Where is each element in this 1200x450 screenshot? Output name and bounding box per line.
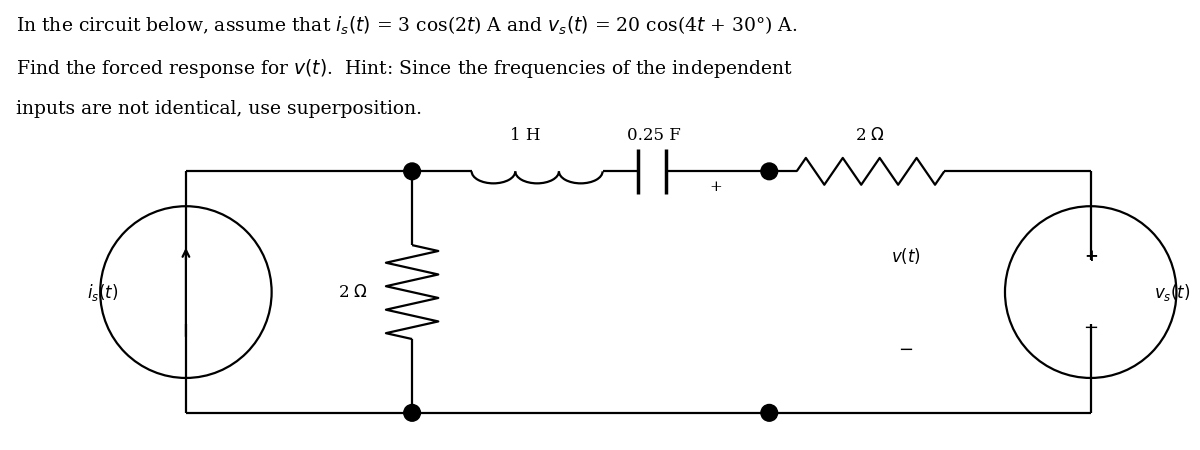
Text: −: − xyxy=(1084,319,1098,337)
Text: inputs are not identical, use superposition.: inputs are not identical, use superposit… xyxy=(16,100,421,118)
Text: $v_s(t)$: $v_s(t)$ xyxy=(1153,282,1190,302)
Text: 2 $\Omega$: 2 $\Omega$ xyxy=(337,284,367,301)
Text: −: − xyxy=(899,341,913,359)
Text: +: + xyxy=(709,180,722,194)
Text: 1 H: 1 H xyxy=(510,127,540,144)
Text: $v(t)$: $v(t)$ xyxy=(892,246,922,266)
Ellipse shape xyxy=(761,163,778,180)
Text: 0.25 F: 0.25 F xyxy=(626,127,680,144)
Ellipse shape xyxy=(761,405,778,421)
Ellipse shape xyxy=(403,163,420,180)
Text: In the circuit below, assume that $i_s(t)$ = 3 cos(2$t$) A and $v_s(t)$ = 20 cos: In the circuit below, assume that $i_s(t… xyxy=(16,15,797,37)
Ellipse shape xyxy=(403,405,420,421)
Text: $i_s(t)$: $i_s(t)$ xyxy=(86,282,119,302)
Text: Find the forced response for $v(t)$.  Hint: Since the frequencies of the indepen: Find the forced response for $v(t)$. Hin… xyxy=(16,57,792,80)
Text: 2 $\Omega$: 2 $\Omega$ xyxy=(856,127,886,144)
Text: +: + xyxy=(1084,248,1098,265)
